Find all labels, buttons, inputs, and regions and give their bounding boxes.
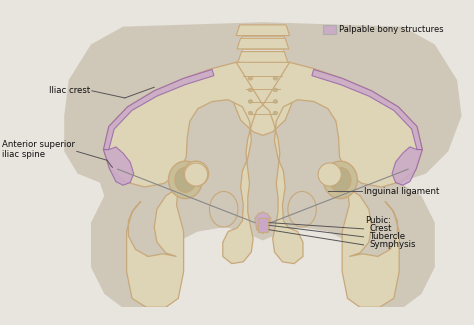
Ellipse shape: [248, 111, 253, 115]
Ellipse shape: [175, 167, 196, 192]
Ellipse shape: [248, 88, 253, 92]
Ellipse shape: [273, 77, 278, 80]
Text: Tubercle: Tubercle: [370, 232, 406, 241]
Text: Palpable bony structures: Palpable bony structures: [338, 25, 443, 34]
Polygon shape: [127, 189, 183, 307]
Polygon shape: [257, 218, 268, 231]
Ellipse shape: [168, 161, 202, 199]
Polygon shape: [342, 189, 399, 307]
Polygon shape: [242, 49, 283, 52]
Text: Iliac crest: Iliac crest: [49, 86, 90, 95]
Text: Anterior superior
iliac spine: Anterior superior iliac spine: [2, 140, 75, 159]
Ellipse shape: [330, 167, 351, 192]
Text: Pubic:: Pubic:: [365, 216, 392, 225]
Polygon shape: [312, 70, 422, 150]
Polygon shape: [238, 52, 288, 62]
Polygon shape: [236, 25, 290, 35]
Polygon shape: [255, 212, 271, 233]
Polygon shape: [103, 70, 214, 150]
Polygon shape: [232, 59, 294, 135]
Ellipse shape: [210, 191, 238, 227]
Ellipse shape: [323, 161, 357, 199]
Ellipse shape: [183, 161, 209, 186]
Polygon shape: [242, 35, 284, 38]
FancyBboxPatch shape: [323, 25, 336, 34]
Polygon shape: [64, 22, 462, 307]
Polygon shape: [103, 62, 263, 264]
Ellipse shape: [273, 88, 278, 92]
Text: Inguinal ligament: Inguinal ligament: [364, 187, 439, 196]
Ellipse shape: [273, 111, 278, 115]
Ellipse shape: [248, 77, 253, 80]
Polygon shape: [392, 147, 422, 185]
Text: Crest: Crest: [370, 224, 392, 233]
Ellipse shape: [184, 163, 208, 186]
Text: Symphysis: Symphysis: [370, 240, 416, 249]
Polygon shape: [103, 147, 134, 185]
Polygon shape: [237, 38, 289, 49]
Ellipse shape: [318, 163, 341, 186]
Ellipse shape: [288, 191, 316, 227]
Ellipse shape: [248, 100, 253, 103]
Polygon shape: [263, 62, 422, 264]
Ellipse shape: [273, 100, 278, 103]
